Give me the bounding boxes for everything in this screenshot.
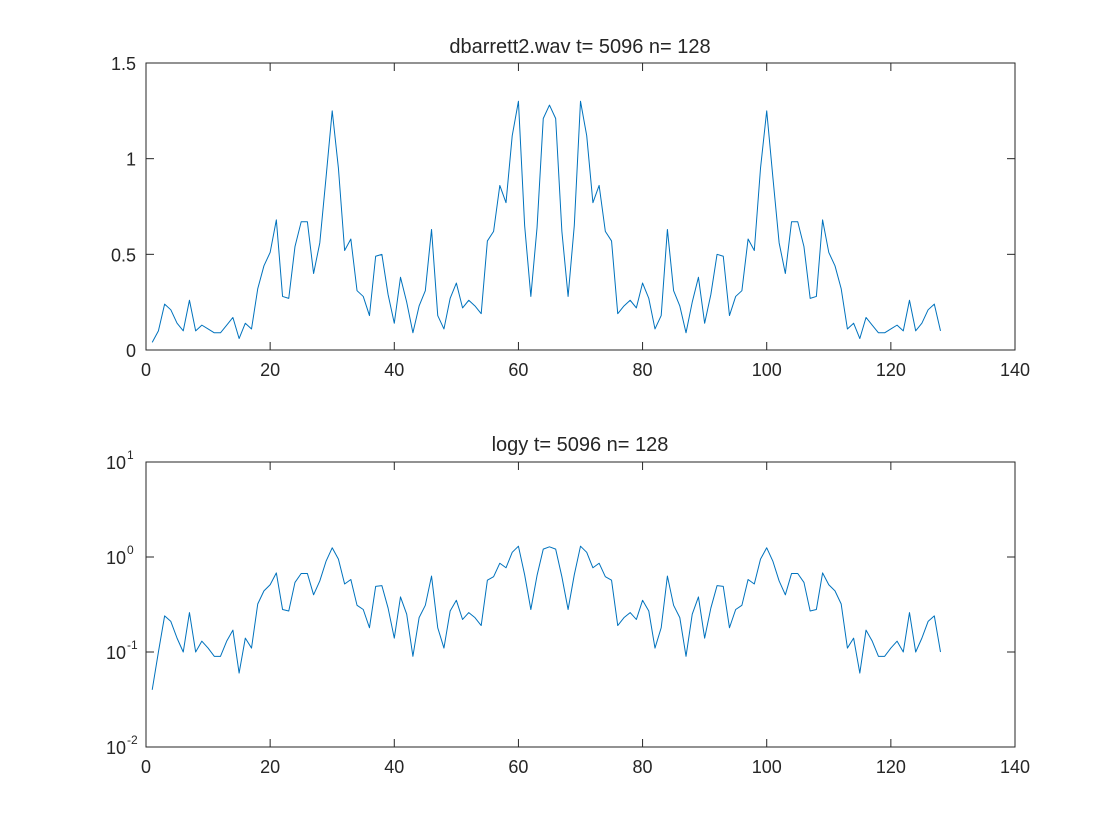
x-tick-label: 60 [508,757,528,777]
bottom-plot-title: logy t= 5096 n= 128 [492,434,669,456]
bottom-log-plot: logy t= 5096 n= 128 0 20 40 60 80 100 120 140 1… [106,434,1030,777]
series-line-0 [151,545,942,690]
x-tick-label: 40 [384,360,404,380]
bottom-plot-frame [145,461,1016,748]
x-tick-label: 0 [141,757,151,777]
x-tick-label: 40 [384,757,404,777]
top-linear-plot: dbarrett2.wav t= 5096 n= 128 0 20 40 60 80 10… [111,36,1030,380]
series-line-0 [151,100,941,343]
y-tick-label-base: 10 [106,453,126,473]
x-tick-label: 120 [876,360,906,380]
y-tick-label-base: 10 [106,643,126,663]
x-tick-label: 100 [752,360,782,380]
x-tick-label: 80 [633,360,653,380]
y-tick-label-base: 10 [106,738,126,758]
y-tick-label: 0.5 [111,245,136,265]
bottom-plot-series [151,545,942,690]
top-plot-title: dbarrett2.wav t= 5096 n= 128 [449,36,710,58]
x-tick-label: 60 [508,360,528,380]
x-tick-label: 140 [1000,757,1030,777]
top-plot-frame [145,62,1016,351]
y-tick-label: 0 [126,341,136,361]
x-tick-label: 20 [260,757,280,777]
y-tick-label-exponent: -1 [127,638,138,652]
y-tick-label-exponent: -2 [127,733,138,747]
x-tick-label: 100 [752,757,782,777]
y-tick-label: 1.5 [111,54,136,74]
y-tick-label: 1 [126,150,136,170]
y-tick-label-base: 10 [106,548,126,568]
x-tick-label: 0 [141,360,151,380]
top-plot-series [151,100,941,343]
top-plot-x-axis: 0 20 40 60 80 100 120 140 [141,63,1030,380]
y-tick-label-exponent: 0 [127,543,134,557]
x-tick-label: 80 [633,757,653,777]
x-tick-label: 20 [260,360,280,380]
x-tick-label: 140 [1000,360,1030,380]
bottom-plot-x-axis: 0 20 40 60 80 100 120 140 [141,462,1030,777]
x-tick-label: 120 [876,757,906,777]
y-tick-label-exponent: 1 [127,448,134,462]
